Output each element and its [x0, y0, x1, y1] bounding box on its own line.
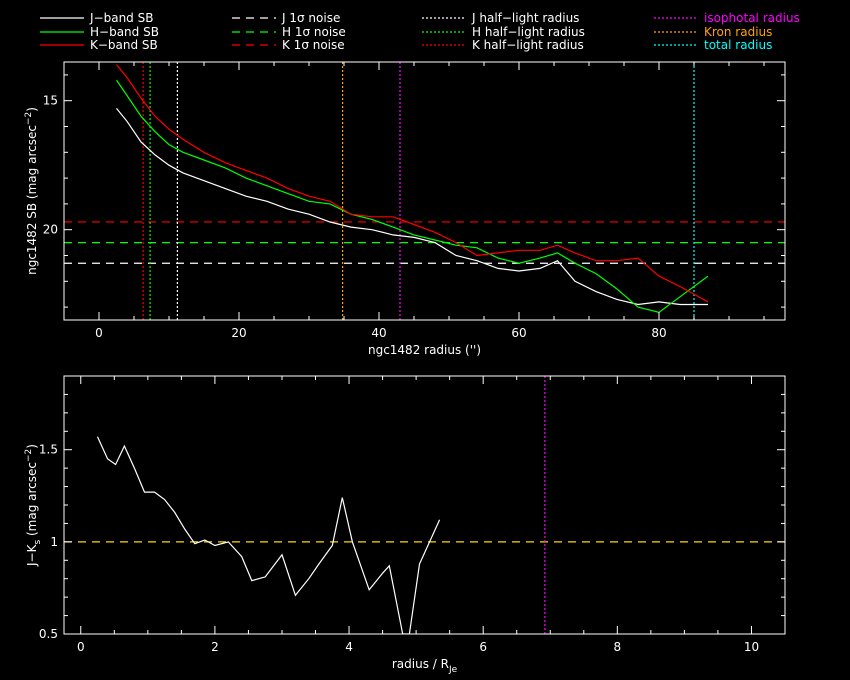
legend-label-total-radius: total radius: [704, 38, 772, 52]
x-axis-label: ngc1482 radius (''): [368, 343, 481, 357]
y-axis-label: J−Ks (mag arcsec−2): [24, 444, 43, 567]
legend-label-j-1-noise: J 1σ noise: [281, 11, 340, 25]
x-tick-label: 20: [231, 326, 246, 340]
plot-frame: [63, 61, 786, 321]
series-j-band-sb: [116, 108, 708, 306]
legend-label-h-band-sb: H−band SB: [90, 25, 159, 39]
y-tick-label: 1: [50, 535, 58, 549]
sb-profile-panel: 0 20 40 60 80 15 20 ngc1482 radius ('') ngc1482 …: [24, 61, 786, 357]
legend-label-h-1-noise: H 1σ noise: [282, 25, 346, 39]
plot-area: [64, 376, 785, 634]
legend-label-k-1-noise: K 1σ noise: [282, 38, 345, 52]
legend-label-k-band-sb: K−band SB: [90, 38, 158, 52]
legend-label-kron-radius: Kron radius: [704, 25, 772, 39]
x-tick-label: 60: [511, 326, 526, 340]
y-tick-label: 1.5: [39, 443, 58, 457]
legend-label-isophotal-radius: isophotal radius: [704, 11, 800, 25]
legend-label-k-half-light-radius: K half−light radius: [472, 38, 584, 52]
y-tick-label: 0.5: [39, 627, 58, 641]
x-tick-label: 80: [651, 326, 666, 340]
y-tick-label: 20: [43, 223, 58, 237]
series-h-band-sb: [116, 79, 709, 313]
x-tick-label: 0: [77, 640, 85, 654]
legend-label-j-band-sb: J−band SB: [89, 11, 153, 25]
y-axis-label: ngc1482 SB (mag arcsec−2): [24, 107, 39, 275]
x-tick-label: 40: [371, 326, 386, 340]
legend-label-j-half-light-radius: J half−light radius: [471, 11, 579, 25]
legend-label-h-half-light-radius: H half−light radius: [472, 25, 585, 39]
x-tick-label: 10: [744, 640, 759, 654]
x-tick-label: 0: [95, 326, 103, 340]
series-k-band-sb: [116, 64, 709, 303]
x-tick-label: 4: [345, 640, 353, 654]
x-tick-label: 8: [614, 640, 622, 654]
plot-area: [64, 62, 785, 320]
color-profile-panel: 0 2 4 6 8 10 0.5 1 1.5 radius / RJe J−Ks (mag arcs…: [24, 375, 786, 675]
x-tick-label: 6: [479, 640, 487, 654]
plot-frame: [63, 375, 786, 635]
x-tick-label: 2: [211, 640, 219, 654]
series-j-k: [96, 436, 441, 634]
x-axis-label: radius / RJe: [392, 657, 458, 675]
y-tick-label: 15: [43, 94, 58, 108]
